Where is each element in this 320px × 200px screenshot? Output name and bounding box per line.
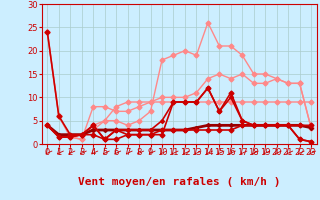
X-axis label: Vent moyen/en rafales ( km/h ): Vent moyen/en rafales ( km/h ) <box>78 177 280 187</box>
